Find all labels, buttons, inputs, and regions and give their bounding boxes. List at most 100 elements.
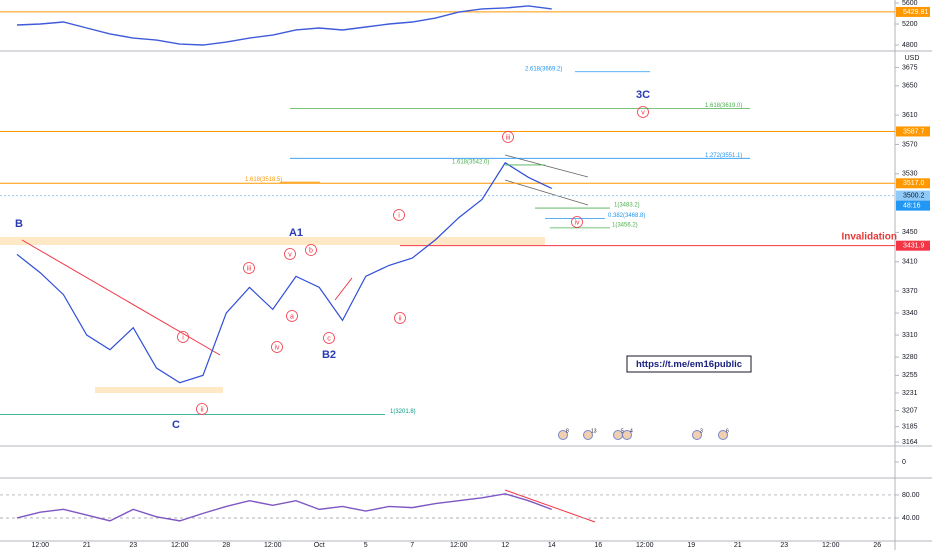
trendline bbox=[504, 489, 596, 523]
x-tick-label: 21 bbox=[734, 542, 742, 549]
wave-circle bbox=[502, 131, 514, 143]
y-tick-label: 3207 bbox=[902, 407, 918, 414]
y-tick-label: 3340 bbox=[902, 310, 918, 317]
x-tick-label: 12:00 bbox=[636, 542, 654, 549]
y-tick-label: 3570 bbox=[902, 141, 918, 148]
wave-label: v bbox=[288, 251, 292, 258]
event-count: 3 bbox=[700, 428, 703, 434]
wave-label: b bbox=[309, 247, 313, 254]
wave-circle bbox=[393, 209, 405, 221]
x-tick-label: 19 bbox=[687, 542, 695, 549]
fib-label: 1(3201.8) bbox=[390, 409, 416, 415]
y-tick-label: 3255 bbox=[902, 372, 918, 379]
event-count: 5 bbox=[621, 428, 624, 434]
wave-label: A1 bbox=[289, 227, 303, 239]
wave-label: ii bbox=[200, 406, 204, 413]
x-tick-label: 14 bbox=[548, 542, 556, 549]
x-tick-label: 5 bbox=[364, 542, 368, 549]
event-count: 13 bbox=[591, 428, 597, 434]
fib-label: 1.618(3518.5) bbox=[245, 177, 282, 183]
countdown: 48:16 bbox=[903, 202, 921, 209]
wave-label: ii bbox=[398, 315, 402, 322]
wave-circle bbox=[243, 262, 255, 274]
countdown-badge bbox=[896, 200, 930, 211]
price-badge-label: 5429.81 bbox=[903, 9, 928, 16]
x-tick-label: Oct bbox=[314, 542, 325, 549]
price-badge-label: 3431.9 bbox=[903, 243, 925, 250]
event-icon bbox=[583, 430, 593, 440]
zone bbox=[0, 237, 545, 245]
wave-label: B2 bbox=[322, 349, 336, 361]
x-tick-label: 23 bbox=[129, 542, 137, 549]
x-tick-label: 23 bbox=[780, 542, 788, 549]
price-line-series bbox=[16, 493, 552, 522]
y-tick-label: 3530 bbox=[902, 171, 918, 178]
wave-circle bbox=[177, 331, 189, 343]
wave-circle bbox=[271, 341, 283, 353]
y-tick-label: 3675 bbox=[902, 64, 918, 71]
price-badge bbox=[896, 126, 930, 137]
link: https://t.me/em16public bbox=[636, 359, 742, 370]
wave-circle bbox=[394, 312, 406, 324]
wave-circle bbox=[196, 403, 208, 415]
wave-label: C bbox=[172, 419, 180, 431]
link-box bbox=[626, 355, 752, 373]
y-tick-label: 5200 bbox=[902, 21, 918, 28]
price-badge-label: 3517.0 bbox=[903, 180, 925, 187]
y-tick-label: 0 bbox=[902, 459, 906, 466]
x-tick-label: 16 bbox=[594, 542, 602, 549]
wave-circle bbox=[571, 216, 583, 228]
x-tick-label: 12 bbox=[501, 542, 509, 549]
channel-line bbox=[504, 179, 589, 206]
wave-circle bbox=[284, 248, 296, 260]
y-tick-label: 3280 bbox=[902, 354, 918, 361]
x-tick-label: 7 bbox=[410, 542, 414, 549]
x-tick-label: 26 bbox=[873, 542, 881, 549]
x-tick-label: 28 bbox=[222, 542, 230, 549]
trendline bbox=[21, 239, 221, 356]
y-tick-label: 3410 bbox=[902, 259, 918, 266]
event-count: 4 bbox=[630, 428, 633, 434]
y-tick-label: 3370 bbox=[902, 288, 918, 295]
y-tick-label: 3231 bbox=[902, 390, 918, 397]
x-tick-label: 12:00 bbox=[264, 542, 282, 549]
price-line-series bbox=[16, 5, 552, 46]
fib-label: 1.618(3542.0) bbox=[452, 160, 489, 166]
wave-label: iii bbox=[506, 134, 511, 141]
zone bbox=[95, 387, 223, 393]
price-badge bbox=[896, 240, 930, 251]
fib-label: 0.382(3468.8) bbox=[608, 213, 645, 219]
wave-circle bbox=[637, 106, 649, 118]
wave-label: 3C bbox=[636, 89, 650, 101]
fib-label: 1.272(3551.1) bbox=[705, 153, 742, 159]
price-badge-label: 3587.7 bbox=[903, 128, 925, 135]
price-badge bbox=[896, 6, 930, 17]
wave-label: c bbox=[327, 335, 331, 342]
wave-circle bbox=[323, 332, 335, 344]
y-tick-label: 3185 bbox=[902, 424, 918, 431]
y-tick-label: 3650 bbox=[902, 83, 918, 90]
wave-label: B bbox=[15, 218, 23, 230]
event-icon bbox=[558, 430, 568, 440]
y-tick-label: 4800 bbox=[902, 42, 918, 49]
y-tick-label: 5600 bbox=[902, 0, 918, 7]
y-tick-label: 80.00 bbox=[902, 492, 920, 499]
event-icon bbox=[718, 430, 728, 440]
wave-label: i bbox=[398, 212, 400, 219]
wave-label: iv bbox=[574, 219, 580, 226]
fib-label: 2.618(3669.2) bbox=[525, 66, 562, 72]
fib-label: 1(3456.2) bbox=[612, 222, 638, 228]
event-count: 6 bbox=[726, 428, 729, 434]
wave-label: v bbox=[641, 109, 645, 116]
fib-label: 1.618(3619.0) bbox=[705, 103, 742, 109]
wave-label: iv bbox=[274, 344, 280, 351]
fib-label: 1(3483.2) bbox=[614, 203, 640, 209]
event-count: 8 bbox=[566, 428, 569, 434]
x-tick-label: 12:00 bbox=[450, 542, 468, 549]
x-tick-label: 12:00 bbox=[31, 542, 49, 549]
event-icon bbox=[692, 430, 702, 440]
x-tick-label: 21 bbox=[83, 542, 91, 549]
y-tick-label: 3450 bbox=[902, 229, 918, 236]
